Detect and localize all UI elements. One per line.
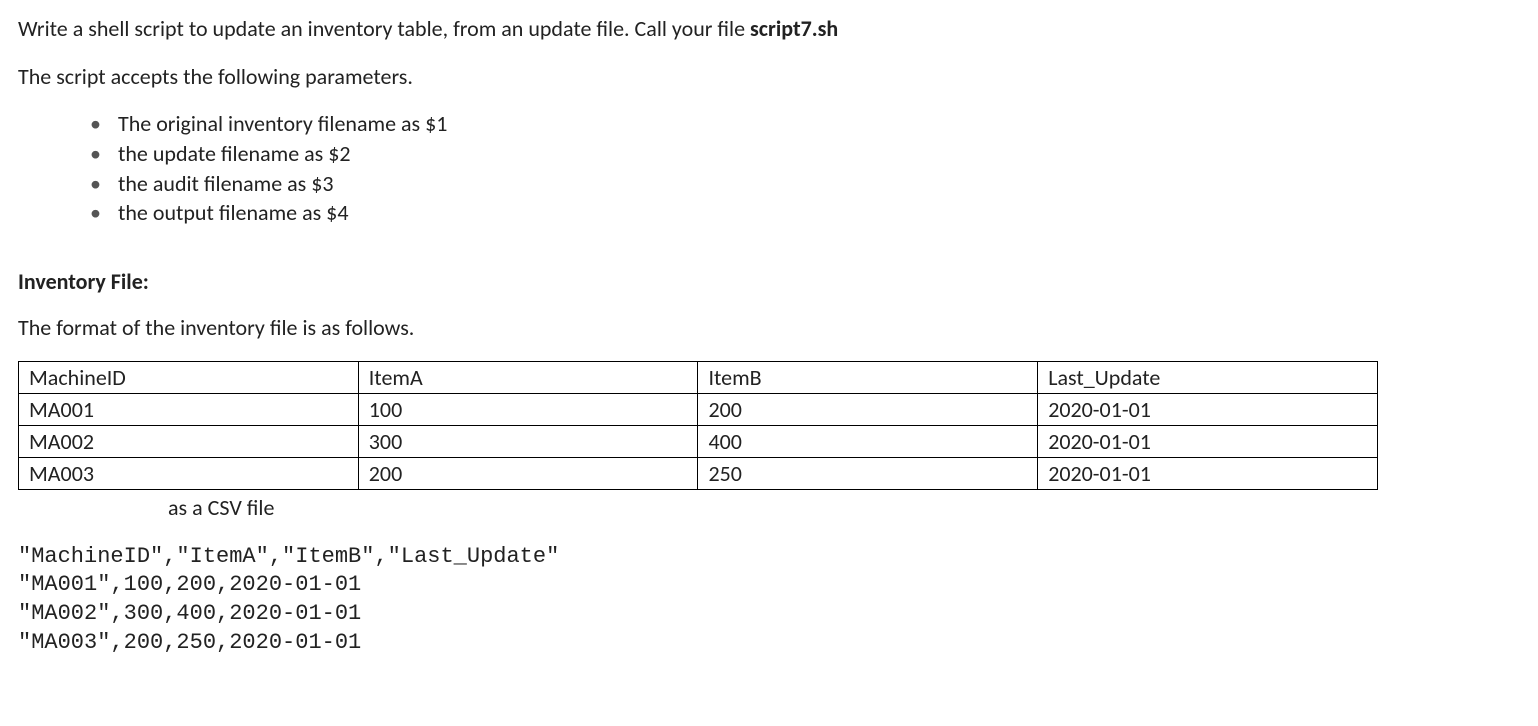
table-cell: 100 (358, 393, 698, 425)
table-cell: MA003 (19, 457, 359, 489)
csv-label: as a CSV file (168, 494, 1520, 521)
param-item: the update filename as $2 (90, 139, 1520, 169)
table-row: MachineID ItemA ItemB Last_Update (19, 361, 1378, 393)
inventory-heading: Inventory File: (18, 268, 1520, 295)
inventory-desc: The format of the inventory file is as f… (18, 313, 1520, 343)
table-cell: ItemB (698, 361, 1038, 393)
intro-line-1-prefix: Write a shell script to update an invent… (18, 15, 750, 42)
table-row: MA002 300 400 2020-01-01 (19, 425, 1378, 457)
intro-filename: script7.sh (750, 15, 838, 42)
table-cell: 2020-01-01 (1038, 425, 1378, 457)
param-item: the output filename as $4 (90, 198, 1520, 228)
table-cell: 2020-01-01 (1038, 457, 1378, 489)
parameter-list: The original inventory filename as $1 th… (90, 109, 1520, 228)
table-cell: Last_Update (1038, 361, 1378, 393)
table-cell: 200 (698, 393, 1038, 425)
param-item: the audit filename as $3 (90, 169, 1520, 199)
inventory-table: MachineID ItemA ItemB Last_Update MA001 … (18, 361, 1378, 490)
table-row: MA003 200 250 2020-01-01 (19, 457, 1378, 489)
table-cell: MA001 (19, 393, 359, 425)
intro-line-1: Write a shell script to update an invent… (18, 14, 1520, 44)
intro-line-2: The script accepts the following paramet… (18, 62, 1520, 92)
table-cell: 200 (358, 457, 698, 489)
table-cell: MachineID (19, 361, 359, 393)
param-item: The original inventory filename as $1 (90, 109, 1520, 139)
table-row: MA001 100 200 2020-01-01 (19, 393, 1378, 425)
csv-code-block: "MachineID","ItemA","ItemB","Last_Update… (18, 543, 1520, 657)
table-cell: 250 (698, 457, 1038, 489)
table-cell: 2020-01-01 (1038, 393, 1378, 425)
table-cell: 300 (358, 425, 698, 457)
table-cell: ItemA (358, 361, 698, 393)
table-cell: 400 (698, 425, 1038, 457)
table-cell: MA002 (19, 425, 359, 457)
